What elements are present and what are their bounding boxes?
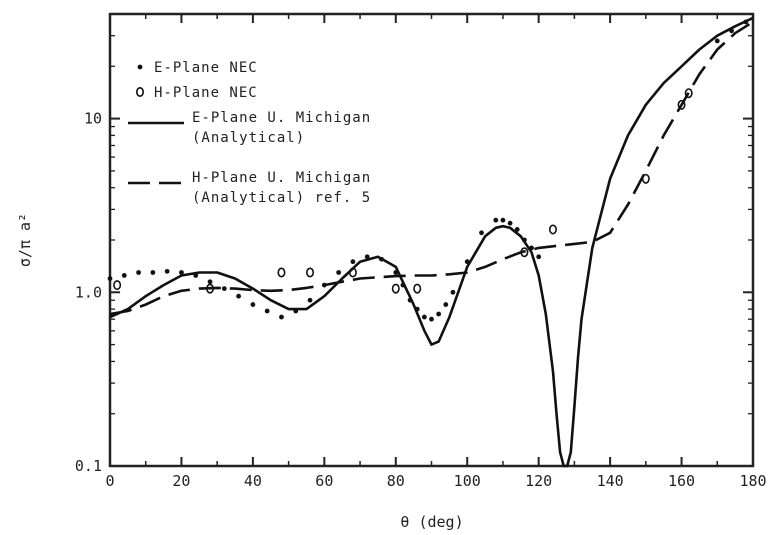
h-plane-nec-point (391, 283, 400, 294)
x-tick-label: 140 (597, 472, 624, 490)
e-plane-nec-point (714, 38, 720, 44)
e-plane-nec-point (507, 220, 513, 226)
legend-dot-marker (137, 64, 143, 70)
ticks-layer: 0 20 40 60 80 100 120 140 160 180 0.1 1.0 10 (75, 14, 767, 490)
e-plane-nec-point (107, 276, 113, 281)
legend-label: (Analytical) (192, 130, 305, 146)
e-plane-nec-point (150, 270, 156, 275)
e-plane-nec-point (536, 254, 542, 260)
legend-label: (Analytical) ref. 5 (192, 190, 371, 206)
e-plane-nec-point (221, 286, 227, 292)
e-plane-nec-point (307, 297, 313, 303)
e-plane-nec-point (207, 279, 213, 285)
x-tick-label: 20 (172, 472, 190, 490)
e-plane-nec-point (493, 217, 499, 223)
e-plane-nec-point (136, 270, 141, 275)
e-plane-nec-point (179, 270, 184, 275)
h-plane-nec-point (684, 88, 693, 99)
e-plane-nec-point (500, 217, 506, 223)
legend-label: H-Plane U. Michigan (192, 170, 371, 186)
legend-circle-marker (136, 87, 145, 98)
e-plane-nec-point (164, 268, 170, 274)
x-tick-label: 60 (315, 472, 333, 490)
h-plane-nec-point (677, 99, 686, 110)
h-plane-nec-point (113, 280, 122, 291)
x-tick-label: 120 (525, 472, 552, 490)
e-plane-nec-point (479, 230, 484, 236)
e-plane-nec-point (514, 227, 520, 232)
legend-label: E-Plane NEC (154, 60, 258, 76)
h-plane-nec-point (277, 267, 286, 278)
e-plane-nec-point (236, 293, 242, 299)
e-plane-nec-point (364, 254, 370, 260)
h-plane-nec-point (306, 267, 315, 278)
y-axis-title: σ/π a² (16, 213, 34, 267)
y-tick-label: 0.1 (75, 457, 102, 475)
plot-frame (108, 12, 755, 468)
x-tick-label: 80 (387, 472, 405, 490)
e-plane-nec-point (121, 273, 127, 278)
h-plane-nec-point (413, 283, 422, 294)
e-plane-nec-point (264, 308, 270, 314)
h-plane-analytical-line (109, 20, 754, 316)
y-tick-label: 10 (84, 110, 102, 128)
x-tick-label: 0 (105, 472, 114, 490)
legend-label: E-Plane U. Michigan (192, 110, 371, 126)
e-plane-nec-point (421, 314, 427, 320)
h-plane-nec-point (548, 224, 557, 235)
e-plane-nec-point (450, 289, 456, 295)
e-plane-nec-point (443, 302, 449, 307)
e-plane-nec-point (429, 316, 434, 322)
legend: E-Plane NEC H-Plane NEC E-Plane U. Michiga… (128, 60, 371, 206)
e-plane-nec-point (336, 270, 342, 275)
e-plane-nec-point (350, 259, 356, 265)
e-plane-analytical-line (109, 16, 754, 468)
e-plane-nec-point (279, 314, 284, 320)
legend-label: H-Plane NEC (154, 85, 258, 101)
e-plane-nec-point (436, 311, 442, 317)
e-plane-nec-point (250, 302, 256, 307)
x-tick-label: 160 (668, 472, 695, 490)
x-tick-label: 100 (454, 472, 481, 490)
y-tick-label: 1.0 (75, 283, 102, 301)
x-tick-label: 180 (739, 472, 766, 490)
series-layer (107, 16, 754, 468)
x-tick-label: 40 (244, 472, 262, 490)
x-axis-title: θ (deg) (400, 513, 463, 531)
